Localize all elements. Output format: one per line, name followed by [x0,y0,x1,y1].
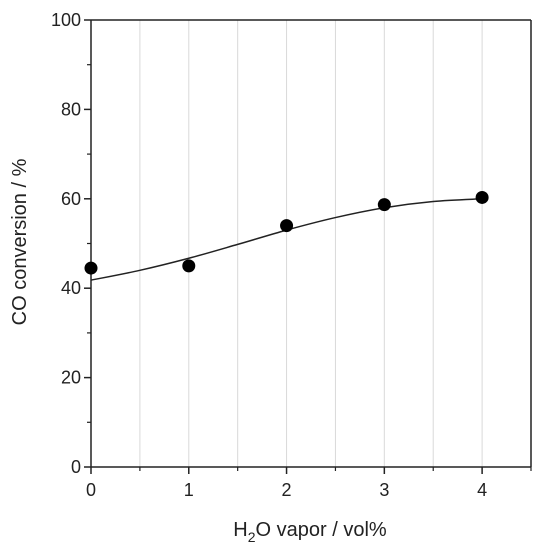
x-axis-title-subscript: 2 [248,529,256,545]
y-tick-label: 40 [61,278,81,298]
x-tick-label: 2 [282,480,292,500]
gridlines [139,20,483,467]
tick-labels: 0 20 40 60 80 100 0 1 2 3 4 [51,10,487,500]
data-point [182,259,196,273]
data-point [84,261,98,275]
data-point [377,198,391,212]
x-tick-label: 3 [379,480,389,500]
axes [90,19,532,468]
tick-marks [84,19,532,474]
x-axis-title-part: O vapor / vol% [256,519,387,541]
data-point [280,219,294,233]
y-tick-label: 80 [61,99,81,119]
x-tick-label: 0 [86,480,96,500]
y-tick-label: 0 [71,457,81,477]
y-tick-label: 60 [61,189,81,209]
y-axis-title: CO conversion / % [9,158,31,325]
x-axis-title-part: H [233,519,247,541]
x-tick-label: 1 [184,480,194,500]
data-point [475,190,489,204]
data-series [84,190,489,281]
y-tick-label: 100 [51,10,81,30]
x-tick-label: 4 [477,480,487,500]
x-axis-title: H2O vapor / vol% [233,519,387,545]
y-tick-label: 20 [61,368,81,388]
